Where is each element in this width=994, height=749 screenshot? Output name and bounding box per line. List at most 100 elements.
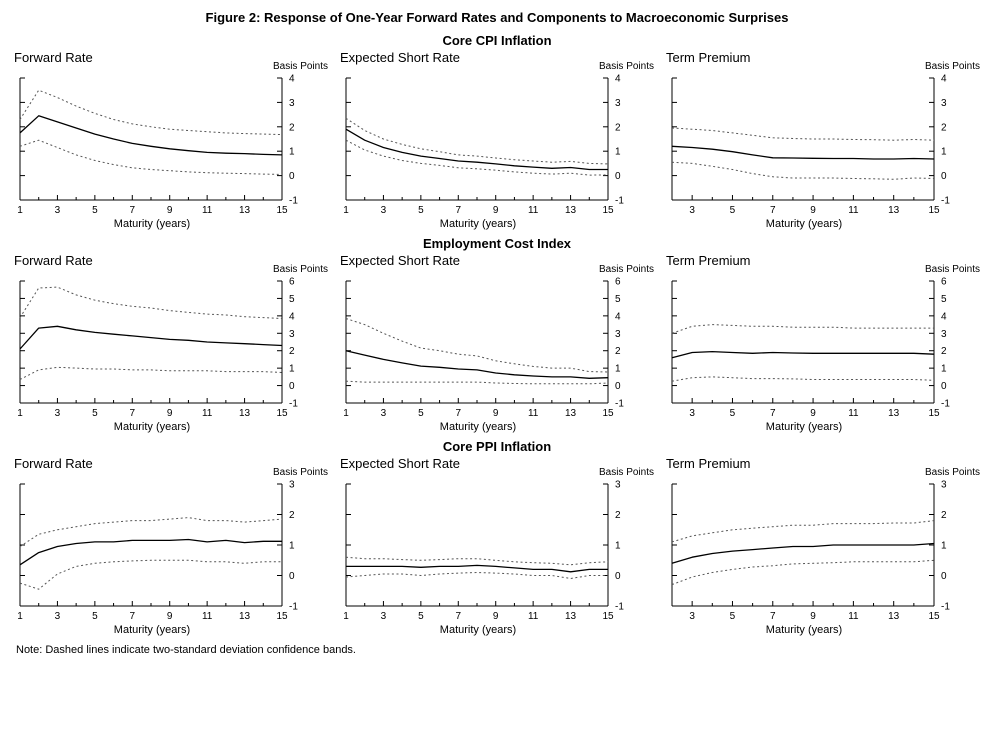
series-upper-confidence-band bbox=[671, 127, 935, 141]
x-tick-label: 9 bbox=[167, 611, 173, 622]
x-tick-label: 13 bbox=[239, 408, 251, 419]
y-tick-label: 0 bbox=[941, 571, 947, 582]
y-tick-label: 2 bbox=[941, 510, 947, 521]
chart-svg: -1 0 1 2 3 4 3 5 7 9 11 13 15 bbox=[671, 74, 950, 216]
y-tick-label: 1 bbox=[615, 364, 621, 375]
x-tick-label: 1 bbox=[17, 205, 23, 216]
y-tick-label: 3 bbox=[289, 480, 295, 491]
x-tick-label: 13 bbox=[565, 205, 577, 216]
y-tick-label: 3 bbox=[615, 480, 621, 491]
charts-row: Forward Rate Basis Points -1 0 1 2 3 4 1 3 5 7 9 11… bbox=[0, 50, 994, 230]
x-tick-label: 15 bbox=[928, 408, 940, 419]
figure-note: Note: Dashed lines indicate two-standard… bbox=[16, 644, 356, 656]
x-tick-label: 5 bbox=[418, 205, 424, 216]
y-tick-label: -1 bbox=[289, 196, 298, 207]
x-tick-label: 11 bbox=[202, 611, 213, 622]
panel-title: Term Premium bbox=[666, 456, 751, 471]
chart-header: Forward Rate Basis Points bbox=[12, 50, 330, 72]
figure-title: Figure 2: Response of One-Year Forward R… bbox=[205, 10, 789, 25]
chart-header: Forward Rate Basis Points bbox=[12, 253, 330, 275]
x-tick-label: 3 bbox=[381, 611, 387, 622]
x-tick-label: 5 bbox=[418, 611, 424, 622]
y-tick-label: 4 bbox=[615, 74, 621, 85]
x-axis-label: Maturity (years) bbox=[113, 218, 191, 230]
x-tick-label: 11 bbox=[528, 408, 539, 419]
y-tick-label: 4 bbox=[289, 74, 295, 85]
y-tick-label: -1 bbox=[941, 399, 950, 410]
y-tick-label: 4 bbox=[941, 74, 947, 85]
x-tick-label: 3 bbox=[689, 408, 695, 419]
y-tick-label: 3 bbox=[615, 329, 621, 340]
x-tick-label: 13 bbox=[888, 611, 900, 622]
series-estimate bbox=[19, 538, 282, 566]
series-upper-confidence-band bbox=[19, 286, 283, 319]
row-core-cpi-inflation: Core CPI Inflation Forward Rate Basis Po… bbox=[0, 33, 994, 230]
y-tick-label: -1 bbox=[615, 602, 624, 613]
x-tick-label: 9 bbox=[810, 611, 816, 622]
series-lower-confidence-band bbox=[19, 139, 283, 175]
y-tick-label: 3 bbox=[289, 98, 295, 109]
y-tick-label: 2 bbox=[289, 510, 295, 521]
x-tick-label: 13 bbox=[239, 205, 251, 216]
chart-header: Forward Rate Basis Points bbox=[12, 456, 330, 478]
x-tick-label: 3 bbox=[55, 611, 61, 622]
series-upper-confidence-band bbox=[671, 324, 934, 334]
plot-area: -1 0 1 2 3 4 1 3 5 7 9 11 13 15 bbox=[12, 72, 330, 220]
x-tick-label: 11 bbox=[848, 408, 859, 419]
y-tick-label: 1 bbox=[941, 147, 947, 158]
y-tick-label: 1 bbox=[289, 364, 295, 375]
y-axis-units-label: Basis Points bbox=[272, 467, 328, 478]
x-tick-label: 5 bbox=[92, 408, 98, 419]
series-estimate bbox=[345, 128, 608, 171]
y-tick-label: 4 bbox=[289, 311, 295, 322]
x-tick-label: 15 bbox=[602, 611, 614, 622]
x-tick-label: 11 bbox=[848, 611, 859, 622]
series-estimate bbox=[671, 350, 935, 359]
x-tick-label: 11 bbox=[848, 205, 859, 216]
x-tick-label: 5 bbox=[418, 408, 424, 419]
y-tick-label: 0 bbox=[941, 381, 947, 392]
plot-area: -1 0 1 2 3 4 5 6 3 5 7 9 11 13 15 bbox=[664, 275, 982, 423]
series-upper-confidence-band bbox=[345, 318, 609, 373]
x-tick-label: 3 bbox=[381, 408, 387, 419]
y-tick-label: -1 bbox=[615, 399, 624, 410]
charts-row: Forward Rate Basis Points -1 0 1 2 3 4 5 6 1 3 5 7 9… bbox=[0, 253, 994, 433]
series-estimate bbox=[19, 325, 283, 350]
x-axis-label: Maturity (years) bbox=[113, 421, 191, 433]
x-tick-label: 3 bbox=[55, 205, 61, 216]
chart-eci-forward-rate: Forward Rate Basis Points -1 0 1 2 3 4 5 6 1 3 5 7 9… bbox=[12, 253, 330, 433]
x-tick-label: 1 bbox=[343, 611, 349, 622]
row-core-ppi-inflation: Core PPI Inflation Forward Rate Basis Po… bbox=[0, 439, 994, 636]
x-tick-label: 1 bbox=[17, 611, 23, 622]
y-tick-label: 5 bbox=[615, 294, 621, 305]
series-lower-confidence-band bbox=[671, 559, 935, 586]
x-tick-label: 5 bbox=[730, 408, 736, 419]
x-tick-label: 15 bbox=[276, 205, 288, 216]
y-tick-label: 0 bbox=[615, 571, 621, 582]
y-tick-label: 2 bbox=[615, 346, 621, 357]
chart-svg: -1 0 1 2 3 3 5 7 9 11 13 15 bbox=[671, 480, 950, 622]
y-tick-label: 1 bbox=[289, 147, 295, 158]
y-tick-label: 5 bbox=[941, 294, 947, 305]
x-axis-label: Maturity (years) bbox=[765, 624, 843, 636]
x-tick-label: 11 bbox=[528, 611, 539, 622]
chart-header: Expected Short Rate Basis Points bbox=[338, 456, 656, 478]
y-tick-label: -1 bbox=[289, 399, 298, 410]
row-title-core-cpi: Core CPI Inflation bbox=[442, 33, 552, 48]
series-estimate bbox=[671, 145, 935, 160]
x-tick-label: 9 bbox=[493, 408, 499, 419]
chart-core-cpi-expected-short-rate: Expected Short Rate Basis Points -1 0 1 2 3 4… bbox=[338, 50, 656, 230]
series-estimate bbox=[345, 350, 609, 379]
y-tick-label: 0 bbox=[289, 381, 295, 392]
y-tick-label: 0 bbox=[289, 571, 295, 582]
y-tick-label: 6 bbox=[289, 277, 295, 288]
series-lower-confidence-band bbox=[671, 376, 935, 382]
x-tick-label: 3 bbox=[689, 611, 695, 622]
y-tick-label: 0 bbox=[941, 171, 947, 182]
x-tick-label: 3 bbox=[689, 205, 695, 216]
